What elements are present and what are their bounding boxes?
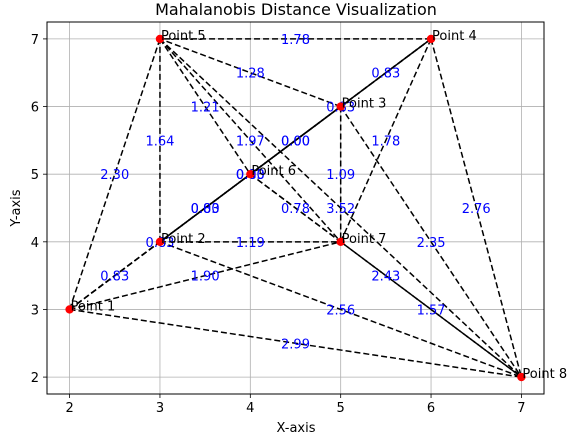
distance-edge: [159, 38, 342, 243]
y-tick-label: 7: [31, 33, 39, 48]
x-tick-label: 3: [156, 401, 164, 416]
distance-edge: [249, 173, 522, 378]
distance-label: 0.00: [281, 134, 310, 149]
x-tick-label: 5: [337, 401, 345, 416]
data-point: [155, 237, 165, 247]
data-points: Point 1 Point 2 Point 3 Point 4 Point 5 Point…: [65, 29, 567, 382]
y-tick-label: 3: [31, 303, 39, 318]
distance-edge: [159, 38, 251, 175]
distance-label: 0.83: [191, 202, 220, 217]
point-label: Point 3: [342, 97, 387, 112]
axis-ticks: 2 3 4 5 6 7 2 3 4 5 6 7: [31, 33, 526, 416]
point-label: Point 1: [71, 299, 116, 314]
distance-labels: 0.830.830.832.300.831.902.990.000.001.64…: [100, 33, 490, 352]
distance-label: 1.28: [236, 67, 265, 82]
distance-edge: [159, 241, 522, 378]
distance-label: 0.83: [100, 270, 129, 285]
distance-label: 1.64: [145, 134, 174, 149]
distance-label: 1.78: [371, 134, 400, 149]
distance-label: 0.83: [371, 67, 400, 82]
y-tick-label: 4: [31, 236, 39, 251]
distance-label: 2.56: [326, 303, 355, 318]
point-label: Point 7: [342, 232, 387, 247]
distance-label: 2.35: [417, 236, 446, 251]
distance-label: 1.57: [417, 303, 446, 318]
data-point: [65, 305, 74, 314]
point-label: Point 4: [432, 29, 477, 44]
data-point: [336, 237, 345, 247]
y-axis-label: Y-axis: [9, 189, 24, 227]
x-tick-label: 4: [246, 401, 254, 416]
point-label: Point 5: [161, 29, 206, 44]
data-point: [517, 372, 526, 382]
distance-edges: [68, 38, 523, 378]
x-tick-label: 2: [65, 401, 73, 416]
x-tick-label: 6: [427, 401, 435, 416]
distance-label: 1.90: [191, 270, 220, 285]
y-tick-label: 5: [31, 168, 39, 183]
distance-label: 2.76: [462, 202, 491, 217]
point-label: Point 8: [522, 367, 567, 382]
chart-title: Mahalanobis Distance Visualization: [155, 0, 437, 19]
distance-label: 3.52: [326, 202, 355, 217]
distance-edge: [69, 308, 522, 378]
y-tick-label: 2: [31, 371, 39, 386]
data-point: [246, 169, 255, 179]
distance-edge: [159, 173, 251, 243]
distance-label: 0.00: [191, 202, 220, 217]
distance-edge: [339, 38, 432, 243]
distance-edge: [340, 106, 523, 378]
distance-edge: [68, 38, 161, 310]
data-point: [155, 34, 165, 44]
distance-edge: [159, 38, 341, 108]
distance-edge: [430, 38, 523, 378]
distance-label: 1.97: [236, 134, 265, 149]
distance-label: 1.21: [191, 101, 220, 116]
distance-label: 1.78: [281, 33, 310, 48]
distance-label: 2.30: [100, 168, 129, 183]
plot-frame: [46, 21, 545, 395]
x-tick-label: 7: [517, 401, 525, 416]
distance-edge: [159, 38, 522, 378]
distance-edge: [340, 241, 522, 378]
x-axis-label: X-axis: [277, 421, 316, 436]
data-point: [336, 102, 345, 111]
data-point: [426, 34, 436, 44]
point-label: Point 2: [161, 232, 206, 247]
distance-label: 1.09: [326, 168, 355, 183]
distance-label: 0.00: [281, 134, 310, 149]
distance-edge: [69, 241, 341, 311]
distance-label: 2.43: [371, 270, 400, 285]
distance-label: 2.99: [281, 337, 310, 352]
distance-label: 1.19: [236, 236, 265, 251]
point-label: Point 6: [251, 164, 296, 179]
y-tick-label: 6: [31, 101, 39, 116]
distance-label: 0.78: [281, 202, 310, 217]
